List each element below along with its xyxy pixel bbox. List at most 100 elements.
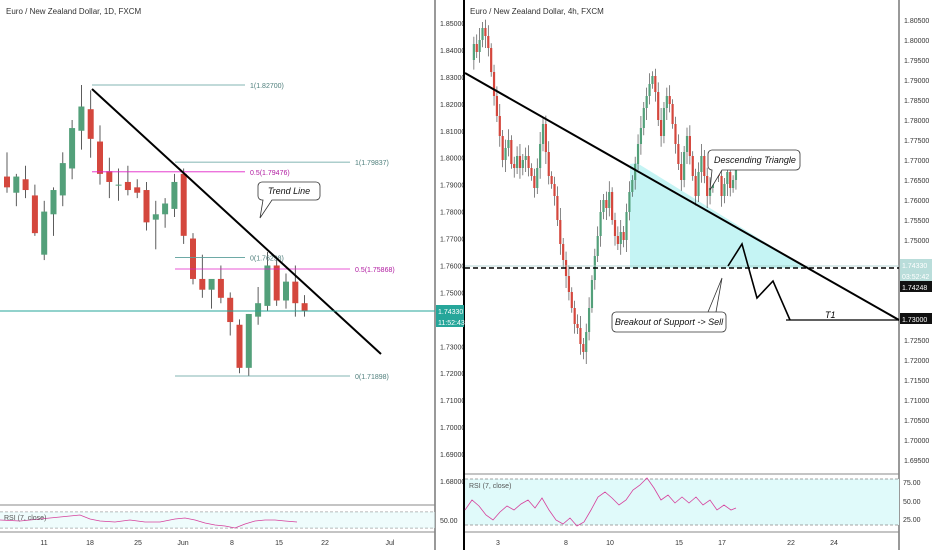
right-rsi-band-fill [465, 479, 899, 525]
left-x-tick: 8 [230, 540, 234, 547]
right-candle-body [651, 76, 654, 84]
right-candle-body [590, 280, 594, 308]
left-candle-body [87, 109, 94, 139]
right-price-tick: 1.78000 [904, 118, 929, 125]
right-price-axis[interactable]: 1.80500 1.80000 1.79500 1.79000 1.78500 1.780… [904, 18, 929, 465]
left-candle-body [227, 297, 234, 323]
right-candle-body [665, 96, 668, 108]
right-candle-body [608, 192, 611, 208]
left-price-tick: 1.82000 [440, 102, 465, 109]
right-price-tick: 1.78500 [904, 98, 929, 105]
right-price-tick: 1.70500 [904, 418, 929, 425]
left-price-tick: 1.73000 [440, 344, 465, 351]
left-price-tick: 1.78000 [440, 210, 465, 217]
right-chart-title: Euro / New Zealand Dollar, 4h, FXCM [470, 7, 604, 16]
left-price-tick: 1.83000 [440, 75, 465, 82]
right-candle-body [680, 164, 683, 180]
left-price-tick: 1.72000 [440, 371, 465, 378]
left-fib-levels: 1(1.82700) 1(1.79837) 0.5(1.79476) 0(1.7629… [92, 83, 395, 381]
left-candle-body [13, 176, 20, 193]
descending-triangle-callout[interactable]: Descending Triangle [707, 149, 801, 191]
right-candle-body [731, 180, 735, 188]
right-candle-body [573, 308, 576, 324]
left-candle-body [59, 163, 66, 196]
right-candle-body [533, 176, 536, 188]
right-candle-body [576, 324, 579, 328]
right-price-tick: 1.79500 [904, 58, 929, 65]
left-candle-body [190, 238, 196, 279]
left-candles [4, 84, 308, 376]
right-trend-line[interactable] [464, 72, 900, 321]
right-x-tick: 17 [718, 540, 726, 547]
right-rsi-line [464, 477, 737, 527]
left-candle-body [171, 181, 178, 209]
right-price-tick: 1.70000 [904, 438, 929, 445]
left-candle-body [4, 176, 10, 188]
left-candle-body [283, 281, 289, 301]
right-x-tick: 22 [787, 540, 795, 547]
right-candle-body [567, 276, 571, 292]
left-price-axis[interactable]: 1.85000 1.84000 1.83000 1.82000 1.81000 1.800… [440, 21, 465, 486]
right-x-tick: 10 [606, 540, 614, 547]
right-candle-body [654, 76, 657, 92]
right-candle-body [541, 124, 545, 144]
right-x-tick: 3 [496, 540, 500, 547]
right-candle-body [622, 232, 625, 240]
projection-path[interactable] [727, 242, 791, 321]
left-price-tick: 1.85000 [440, 21, 465, 28]
left-candle-body [31, 195, 38, 234]
left-candle-body [292, 281, 299, 304]
right-candle-body [501, 136, 504, 160]
right-candle-body [490, 48, 493, 72]
left-trend-line[interactable] [91, 88, 382, 355]
right-price-tick: 1.80500 [904, 18, 929, 25]
right-candle-body [668, 96, 671, 104]
right-candle-body [570, 292, 573, 308]
right-candle-body [475, 44, 478, 52]
left-candle-body [301, 303, 308, 312]
left-price-tick: 1.84000 [440, 48, 465, 55]
right-candle-body [487, 36, 490, 48]
left-candle-body [50, 190, 57, 215]
left-rsi-line [0, 514, 298, 529]
right-candle-body [671, 104, 674, 124]
right-candle-body [587, 308, 591, 332]
fib-level-label: 0(1.71898) [355, 374, 389, 381]
right-candle-body [706, 176, 709, 196]
right-candle-body [634, 164, 637, 180]
right-candle-body [628, 192, 631, 212]
right-candle-body [677, 144, 680, 164]
right-candle-body [694, 176, 697, 196]
left-candle-body [162, 203, 169, 215]
right-candle-body [495, 96, 499, 116]
support-badge-text: 1.74248 [902, 285, 927, 292]
left-price-tick: 1.68000 [440, 479, 465, 486]
right-rsi-label: RSI (7, close) [469, 483, 511, 490]
right-candle-body [734, 168, 738, 180]
right-candle-body [729, 172, 732, 188]
trend-line-callout-box [257, 181, 321, 219]
right-countdown-badge-text: 03:52:42 [902, 274, 929, 281]
left-candle-body [41, 211, 48, 255]
left-x-tick: 25 [134, 540, 142, 547]
breakout-callout[interactable]: Breakout of Support -> Sell [611, 277, 727, 333]
right-rsi-pane: RSI (7, close) 75.00 50.00 25.00 [464, 477, 921, 527]
right-candle-body [513, 164, 516, 168]
right-candle-body [504, 148, 507, 160]
right-candle-body [498, 116, 501, 136]
right-x-tick: 8 [564, 540, 568, 547]
trend-line-callout[interactable]: Trend Line [257, 181, 321, 219]
left-price-tick: 1.76000 [440, 263, 465, 270]
right-candle-body [547, 152, 550, 176]
left-price-tick: 1.71000 [440, 398, 465, 405]
right-candle-body [723, 184, 726, 196]
target-label: T1 [825, 310, 836, 320]
right-candle-body [539, 144, 542, 168]
right-candle-body [518, 156, 522, 168]
left-candle-body [264, 265, 271, 306]
right-candle-body [611, 192, 614, 220]
fib-level-label: 1(1.82700) [250, 83, 284, 90]
left-price-tick: 1.70000 [440, 425, 465, 432]
left-chart-title: Euro / New Zealand Dollar, 1D, FXCM [6, 7, 141, 16]
